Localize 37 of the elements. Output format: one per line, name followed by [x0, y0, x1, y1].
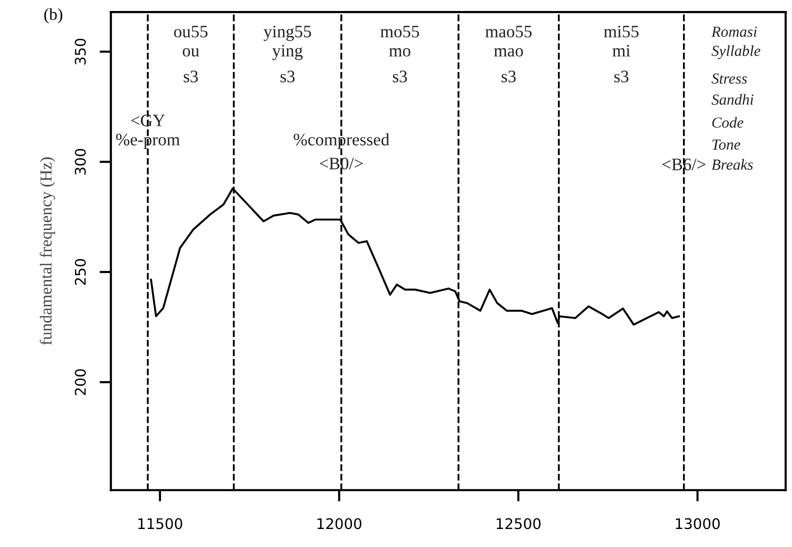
y-tick-label: 250: [74, 259, 86, 285]
annotation: mo55: [380, 26, 419, 38]
y-tick-label: 350: [74, 38, 86, 64]
annotation: Breaks: [712, 159, 753, 170]
annotation: <GY: [131, 114, 165, 126]
annotation: ou55: [174, 26, 208, 38]
x-tick-label: 13000: [676, 518, 720, 530]
annotation: Sandhi: [712, 94, 754, 105]
annotation: <B6/>: [662, 158, 706, 170]
annotation: Code: [712, 116, 744, 128]
annotation: mi: [612, 44, 630, 56]
annotation: s3: [184, 70, 198, 82]
annotation: s3: [392, 70, 407, 82]
annotation: <B0/>: [320, 158, 363, 170]
annotation: %e-prom: [116, 134, 180, 149]
annotation: ying: [272, 44, 303, 60]
annotation: ying55: [264, 26, 311, 41]
x-tick-label: 12500: [496, 518, 541, 530]
y-axis-title: fundamental frequency (Hz): [40, 157, 56, 345]
annotation: mao55: [485, 26, 532, 38]
y-tick-label: 300: [74, 148, 86, 175]
annotation: mi55: [604, 26, 639, 38]
annotation: %compressed: [294, 133, 390, 149]
annotation: s3: [280, 70, 295, 82]
y-tick-label: 200: [74, 369, 86, 396]
annotation: ou: [182, 48, 200, 57]
annotation: Stress: [712, 73, 747, 84]
annotation: Syllable: [712, 45, 760, 60]
annotation: mo: [389, 48, 410, 57]
annotation: mao: [494, 48, 523, 57]
x-tick-label: 12000: [318, 518, 362, 530]
x-tick-label: 11500: [138, 518, 182, 530]
annotation: Tone: [712, 140, 740, 150]
annotation: s3: [614, 70, 628, 82]
chart-title: (b): [44, 8, 62, 24]
annotation: s3: [502, 70, 516, 82]
annotation: Romasi: [711, 26, 757, 37]
